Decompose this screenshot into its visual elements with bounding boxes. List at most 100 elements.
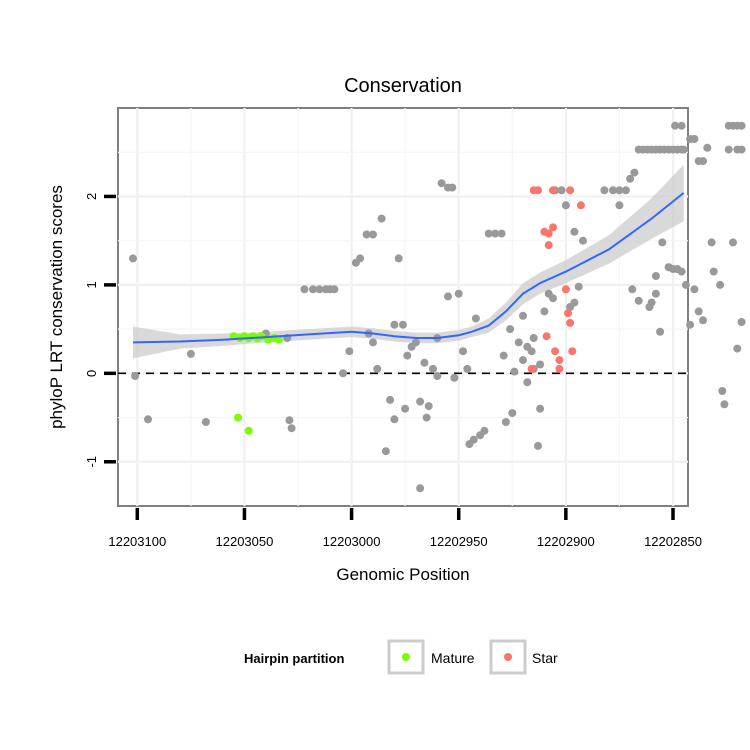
point-star-17: [527, 364, 536, 373]
point-other-50: [463, 364, 472, 373]
x-tick-label-4: 12202900: [537, 534, 595, 549]
point-other-130: [707, 238, 716, 247]
point-other-144: [737, 318, 746, 326]
point-other-92: [630, 168, 639, 177]
point-other-88: [615, 186, 624, 195]
point-other-105: [628, 285, 637, 294]
point-other-38: [422, 413, 431, 422]
point-other-2: [144, 415, 152, 424]
point-other-60: [499, 351, 508, 360]
point-star-9: [542, 332, 551, 341]
point-other-1: [131, 372, 140, 380]
point-other-43: [437, 179, 446, 188]
point-other-7: [287, 424, 296, 433]
point-other-132: [716, 280, 725, 289]
point-other-41: [433, 372, 442, 380]
point-other-8: [285, 416, 294, 425]
point-other-23: [369, 338, 377, 347]
point-other-80: [561, 201, 570, 210]
point-other-115: [681, 280, 690, 289]
point-other-73: [536, 360, 545, 369]
point-other-9: [300, 285, 309, 294]
point-other-126: [690, 135, 699, 143]
x-axis-title: Genomic Position: [336, 565, 469, 584]
x-tick-label-1: 12203050: [216, 534, 274, 549]
point-other-131: [709, 267, 718, 276]
point-other-116: [686, 320, 695, 329]
y-axis-title: phyloP LRT conservation scores: [47, 185, 66, 429]
point-other-134: [720, 400, 729, 409]
point-other-24: [377, 214, 386, 223]
point-other-104: [679, 145, 688, 154]
point-other-75: [540, 307, 549, 316]
point-other-58: [497, 229, 506, 238]
point-mature-9: [274, 335, 283, 344]
point-other-36: [416, 484, 425, 493]
point-star-7: [549, 223, 557, 232]
y-tick-label-1: 0: [84, 370, 99, 377]
x-tick-label-2: 12203000: [323, 534, 381, 549]
point-other-89: [621, 186, 630, 195]
point-other-141: [737, 145, 746, 154]
plot-border: [117, 107, 689, 507]
legend-label-star: Star: [532, 650, 558, 666]
point-star-14: [566, 318, 575, 327]
point-other-63: [510, 367, 519, 376]
point-other-57: [491, 229, 500, 238]
point-other-61: [506, 325, 515, 334]
point-other-34: [411, 338, 420, 347]
point-star-4: [576, 201, 585, 210]
point-other-133: [718, 387, 727, 395]
point-other-53: [471, 314, 480, 323]
point-other-85: [570, 227, 579, 236]
y-tick-label-0: -1: [84, 456, 99, 468]
point-other-4: [186, 349, 195, 358]
confidence-band-area: [133, 164, 684, 359]
x-axis: 12203100 12203050 12203000 12202950 12202900…: [108, 508, 702, 549]
point-other-83: [574, 282, 583, 291]
point-other-64: [519, 356, 527, 365]
point-other-87: [609, 186, 617, 195]
point-other-46: [444, 292, 452, 301]
legend-dot-star: [504, 653, 512, 661]
point-other-119: [699, 316, 707, 325]
point-other-128: [699, 157, 707, 166]
point-star-3: [566, 186, 575, 195]
point-other-11: [315, 285, 324, 294]
point-star-16: [555, 364, 564, 373]
point-other-123: [671, 121, 680, 130]
point-star-15: [568, 347, 577, 356]
point-star-1: [534, 186, 542, 195]
point-star-8: [544, 241, 553, 250]
point-other-0: [129, 254, 137, 263]
point-other-47: [450, 373, 459, 382]
x-tick-label-3: 12202950: [430, 534, 488, 549]
point-other-30: [394, 254, 403, 263]
point-other-117: [690, 285, 699, 294]
point-other-71: [529, 334, 538, 342]
point-other-139: [724, 145, 733, 154]
point-other-108: [647, 298, 656, 307]
point-other-27: [390, 415, 399, 424]
point-other-26: [386, 395, 395, 404]
y-tick-label-3: 2: [84, 193, 99, 200]
point-other-18: [356, 254, 365, 263]
point-other-49: [459, 347, 467, 356]
point-star-10: [551, 347, 560, 356]
point-other-10: [309, 285, 317, 294]
point-other-79: [557, 186, 566, 195]
point-other-138: [737, 121, 746, 130]
plot-panel: [117, 107, 689, 507]
point-other-20: [369, 230, 377, 239]
point-other-59: [501, 418, 510, 426]
point-star-2: [549, 186, 557, 195]
smooth-fit: [132, 192, 685, 344]
point-other-143: [733, 344, 742, 353]
point-other-32: [403, 351, 412, 360]
point-other-45: [448, 183, 457, 192]
point-other-110: [656, 327, 665, 336]
point-other-68: [527, 347, 536, 356]
legend-title: Hairpin partition: [244, 651, 344, 666]
point-other-72: [534, 441, 542, 450]
point-mature-10: [234, 413, 242, 422]
